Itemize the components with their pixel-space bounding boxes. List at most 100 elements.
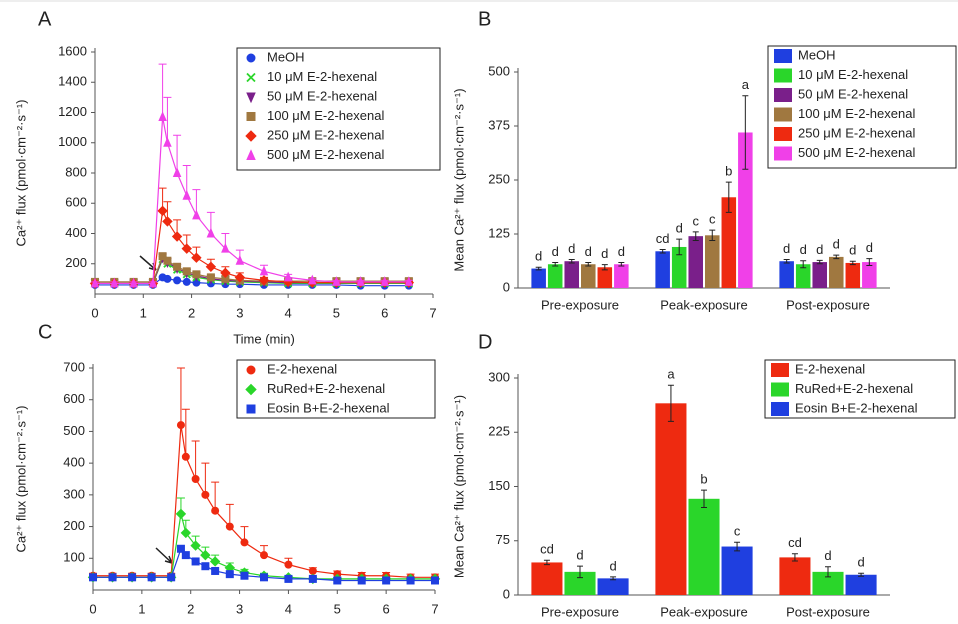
y-tick-label: 1400 <box>58 74 87 89</box>
legend-swatch <box>774 146 792 161</box>
y-tick-label: 150 <box>488 478 510 493</box>
marker <box>283 271 293 282</box>
marker <box>110 277 119 288</box>
x-tick-label: Pre-exposure <box>541 604 619 619</box>
significance-letter: d <box>552 244 559 259</box>
error-bar <box>701 489 707 508</box>
significance-letter: c <box>734 524 741 539</box>
marker <box>147 573 156 582</box>
marker <box>211 566 220 575</box>
y-axis-label: Mean Ca²⁺ flux (pmol·cm⁻²·s⁻¹) <box>451 88 466 271</box>
legend-label: E-2-hexenal <box>267 361 337 376</box>
bar <box>531 268 546 288</box>
significance-letter: d <box>866 240 873 255</box>
significance-letter: d <box>568 241 575 256</box>
bar <box>688 236 703 288</box>
arrow <box>155 547 173 564</box>
legend-marker <box>246 149 256 160</box>
marker <box>205 261 217 272</box>
error-bar <box>742 95 749 170</box>
marker <box>308 574 317 583</box>
marker <box>129 277 138 288</box>
significance-letter: a <box>667 367 675 382</box>
y-tick-label: 75 <box>496 532 510 547</box>
x-tick-label: Pre-exposure <box>541 297 619 312</box>
marker <box>356 276 365 286</box>
marker <box>225 570 234 579</box>
bar <box>779 557 811 595</box>
marker <box>235 254 245 265</box>
y-tick-label: 300 <box>63 486 85 501</box>
error-bar <box>610 576 617 581</box>
marker <box>206 227 216 238</box>
legend-box <box>764 359 956 419</box>
y-tick-label: 100 <box>63 550 85 565</box>
legend-label: 250 μM E-2-hexenal <box>267 127 384 142</box>
bar <box>564 261 579 288</box>
x-tick-label: Post-exposure <box>786 297 870 312</box>
legend-label: 500 μM E-2-hexenal <box>798 145 915 160</box>
marker <box>180 527 192 539</box>
x-tick-label: 5 <box>334 601 341 616</box>
bar <box>614 264 629 288</box>
bar <box>671 246 687 288</box>
x-tick-label: 7 <box>429 305 436 320</box>
error-bar <box>783 258 790 264</box>
y-tick-label: 225 <box>488 424 510 439</box>
significance-letter: cd <box>656 231 670 246</box>
series-line <box>95 208 409 285</box>
marker <box>200 549 211 561</box>
significance-letter: d <box>824 548 831 563</box>
y-axis-label: Ca²⁺ flux (pmol·cm⁻²·s⁻¹) <box>13 406 28 553</box>
x-tick-label: 0 <box>91 305 98 320</box>
error-bar <box>158 63 167 118</box>
legend-marker <box>246 72 256 83</box>
bar <box>829 256 844 288</box>
marker <box>357 576 366 585</box>
marker <box>182 189 192 200</box>
marker <box>206 273 215 282</box>
y-tick-label: 700 <box>63 359 85 374</box>
marker <box>192 270 201 279</box>
marker <box>221 242 230 253</box>
panel-label: C <box>38 321 52 343</box>
y-tick-label: 600 <box>65 195 87 210</box>
marker <box>191 252 202 263</box>
error-bar <box>858 572 865 577</box>
marker <box>431 576 439 585</box>
x-tick-label: 0 <box>89 601 96 616</box>
marker <box>171 231 183 242</box>
marker <box>89 573 97 582</box>
error-bar <box>692 231 699 241</box>
x-tick-label: 4 <box>285 305 292 320</box>
y-tick-label: 600 <box>63 391 85 406</box>
marker <box>176 544 185 553</box>
legend-swatch <box>771 363 789 377</box>
legend-marker <box>246 112 256 121</box>
y-tick-label: 1600 <box>58 43 87 58</box>
error-bar <box>709 229 716 241</box>
marker <box>308 274 317 285</box>
marker <box>284 560 293 569</box>
x-tick-label: 6 <box>381 305 388 320</box>
marker <box>211 506 220 515</box>
marker <box>209 556 221 567</box>
legend-swatch <box>774 68 792 83</box>
error-bar <box>618 262 625 267</box>
legend-label: 10 μM E-2-hexenal <box>267 69 377 84</box>
y-tick-label: 250 <box>488 171 510 186</box>
legend-marker <box>245 130 257 142</box>
bar <box>688 498 720 595</box>
marker <box>201 562 210 571</box>
marker <box>158 252 167 261</box>
bar <box>597 267 613 288</box>
significance-letter: d <box>585 244 592 259</box>
bar <box>547 264 563 288</box>
marker <box>225 522 234 531</box>
error-bar <box>816 259 823 265</box>
error-bar <box>734 541 741 552</box>
legend-swatch <box>771 402 789 416</box>
legend-swatch <box>774 88 792 102</box>
marker <box>332 276 341 286</box>
